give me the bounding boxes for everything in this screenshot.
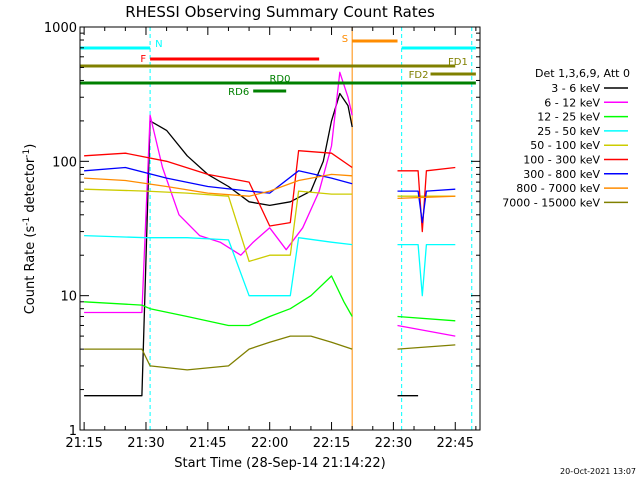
y-tick-label-3: 1000	[44, 21, 77, 36]
series-line-3-b	[397, 243, 456, 297]
y-tick-label-1: 10	[60, 290, 77, 305]
x-tick-label-6: 22:45	[437, 436, 474, 451]
x-tick-label-5: 22:30	[375, 436, 412, 451]
series-line-1-b	[397, 324, 456, 337]
y-axis-title: Count Rate (s-1 detector-1)	[22, 144, 38, 315]
x-tick-label-0: 21:15	[65, 436, 102, 451]
segment-label-3: F	[140, 54, 146, 65]
series-line-8-b	[397, 344, 456, 350]
series-line-4-a	[84, 188, 353, 263]
series-line-8-a	[84, 335, 353, 371]
series-line-5-a	[84, 150, 353, 227]
legend-label-2: 12 - 25 keV	[537, 111, 600, 124]
observing-segments: N S F FD1 FD2 RD0 RD6	[80, 34, 476, 98]
segment-label-2: S	[342, 34, 348, 45]
series-line-1-a	[84, 71, 353, 314]
legend-label-7: 800 - 7000 keV	[516, 182, 600, 195]
series-line-2-a	[84, 275, 353, 327]
series-line-7-a	[84, 173, 353, 197]
segment-label-6: RD0	[269, 74, 290, 85]
y-axis-ticks: 1 10 100 1000	[44, 21, 480, 439]
series-line-0-a	[84, 92, 353, 397]
series-line-6-b	[397, 188, 456, 224]
series-line-7-b	[397, 195, 456, 200]
transition-lines	[149, 27, 473, 430]
series-line-5-b	[397, 166, 456, 233]
series-line-6-a	[84, 166, 353, 194]
x-axis-ticks: 21:15 21:30 21:45 22:00 22:15 22:30 22:45	[65, 27, 477, 451]
x-tick-label-3: 22:00	[251, 436, 288, 451]
legend-label-4: 50 - 100 keV	[530, 139, 600, 152]
x-axis-title: Start Time (28-Sep-14 21:14:22)	[174, 456, 385, 471]
chart-title: RHESSI Observing Summary Count Rates	[125, 3, 435, 21]
legend-label-3: 25 - 50 keV	[537, 125, 600, 138]
segment-label-5: FD2	[409, 70, 429, 81]
legend-label-5: 100 - 300 keV	[523, 154, 600, 167]
series-line-3-a	[84, 234, 353, 297]
legend-label-1: 6 - 12 keV	[544, 96, 600, 109]
plot-frame	[79, 26, 481, 431]
series-lines	[84, 71, 456, 397]
y-tick-label-0: 1	[69, 424, 77, 439]
segment-label-0: N	[155, 39, 162, 50]
footer-timestamp: 20-Oct-2021 13:07	[560, 467, 636, 476]
legend-label-6: 300 - 800 keV	[523, 168, 600, 181]
segment-label-4: FD1	[448, 57, 468, 68]
x-tick-label-1: 21:30	[127, 436, 164, 451]
x-tick-label-4: 22:15	[313, 436, 350, 451]
legend-label-0: 3 - 6 keV	[551, 82, 600, 95]
y-tick-label-2: 100	[52, 155, 77, 170]
series-line-2-b	[397, 315, 456, 322]
legend-label-8: 7000 - 15000 keV	[502, 196, 600, 209]
x-tick-label-2: 21:45	[189, 436, 226, 451]
segment-label-7: RD6	[228, 87, 249, 98]
legend-title: Det 1,3,6,9, Att 0	[535, 67, 630, 80]
